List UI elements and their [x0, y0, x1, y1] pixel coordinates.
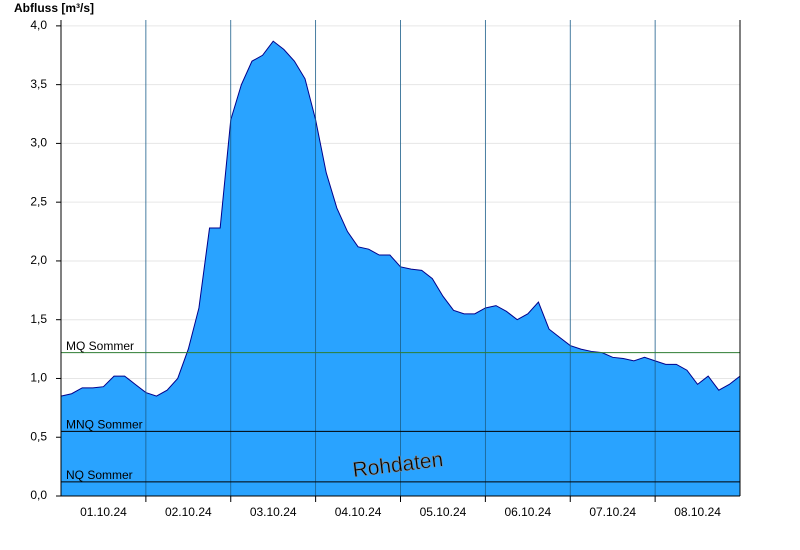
reference-label: MNQ Sommer [66, 418, 143, 432]
x-tick-label: 07.10.24 [589, 505, 636, 519]
y-tick-label: 1,0 [30, 371, 47, 385]
x-tick-label: 02.10.24 [165, 505, 212, 519]
y-tick-label: 0,0 [30, 488, 47, 502]
x-tick-label: 08.10.24 [674, 505, 721, 519]
x-tick-label: 05.10.24 [420, 505, 467, 519]
y-axis-label: Abfluss [m³/s] [14, 1, 94, 15]
x-tick-label: 06.10.24 [504, 505, 551, 519]
x-tick-label: 01.10.24 [80, 505, 127, 519]
reference-label: MQ Sommer [66, 339, 134, 353]
reference-label: NQ Sommer [66, 468, 133, 482]
y-tick-label: 0,5 [30, 429, 47, 443]
y-tick-label: 2,5 [30, 194, 47, 208]
y-tick-label: 2,0 [30, 253, 47, 267]
y-tick-label: 3,0 [30, 136, 47, 150]
x-tick-label: 04.10.24 [335, 505, 382, 519]
y-tick-label: 1,5 [30, 312, 47, 326]
x-tick-label: 03.10.24 [250, 505, 297, 519]
y-tick-label: 3,5 [30, 77, 47, 91]
y-tick-label: 4,0 [30, 18, 47, 32]
